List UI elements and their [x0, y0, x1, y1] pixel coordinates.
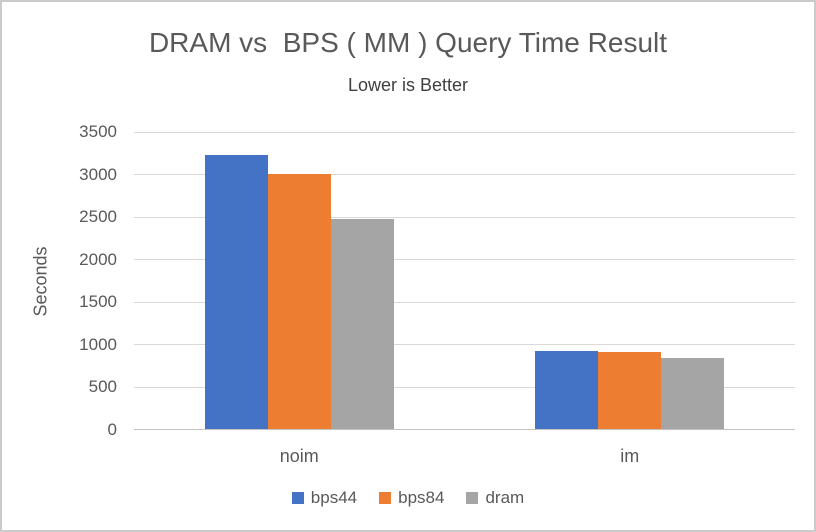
- bar-dram-noim[interactable]: [330, 218, 394, 429]
- bar-bps84-noim[interactable]: [267, 173, 331, 429]
- x-category-label-noim: noim: [279, 446, 319, 466]
- x-category-label-im: im: [620, 446, 640, 466]
- bar-dram-im[interactable]: [661, 357, 725, 429]
- y-tick-label-0: 0: [107, 420, 117, 439]
- legend-swatch-bps44: [291, 492, 304, 504]
- bar-bps44-noim[interactable]: [204, 154, 268, 429]
- legend-entry-dram[interactable]: dram: [466, 488, 524, 508]
- legend-entry-bps44[interactable]: bps44: [291, 488, 358, 508]
- chart-title: DRAM vs BPS ( MM ) Query Time Result: [148, 27, 668, 58]
- legend-swatch-dram: [466, 492, 479, 504]
- bar-bps44-im[interactable]: [535, 350, 599, 429]
- y-axis-title-text: Seconds: [30, 245, 51, 317]
- chart-subtitle: Lower is Better: [347, 75, 469, 95]
- y-tick-label-500: 500: [88, 377, 117, 397]
- bar-groups: [134, 132, 795, 429]
- y-tick-labels: 3500 3000 2500 2000 1500 1000 500 0: [57, 122, 117, 439]
- legend-label-dram: dram: [485, 488, 525, 507]
- y-tick-label-1500: 1500: [79, 292, 117, 312]
- gridline-500: [134, 386, 795, 388]
- y-tick-label-2500: 2500: [79, 207, 117, 227]
- legend-entry-bps84[interactable]: bps84: [379, 488, 444, 508]
- legend-label-bps44: bps44: [310, 488, 358, 507]
- plot-area: [134, 132, 795, 430]
- gridline-3000: [134, 174, 795, 176]
- legend: bps44 bps84 dram: [2, 488, 814, 508]
- y-axis-title: Seconds: [28, 132, 54, 430]
- bar-group-im: [465, 132, 796, 429]
- gridline-1000: [134, 344, 795, 346]
- y-tick-label-3000: 3000: [79, 164, 117, 184]
- y-tick-label-3500: 3500: [79, 122, 117, 141]
- y-tick-label-2000: 2000: [79, 249, 117, 269]
- bar-group-noim: [134, 132, 465, 429]
- y-tick-label-1000: 1000: [79, 334, 117, 354]
- x-category-labels: noim im: [134, 431, 795, 467]
- gridline-2000: [134, 259, 795, 261]
- gridline-2500: [134, 216, 795, 218]
- legend-label-bps84: bps84: [398, 488, 445, 507]
- gridline-1500: [134, 301, 795, 303]
- gridline-3500: [134, 132, 795, 133]
- legend-swatch-bps84: [379, 492, 392, 504]
- bar-bps84-im[interactable]: [598, 352, 662, 429]
